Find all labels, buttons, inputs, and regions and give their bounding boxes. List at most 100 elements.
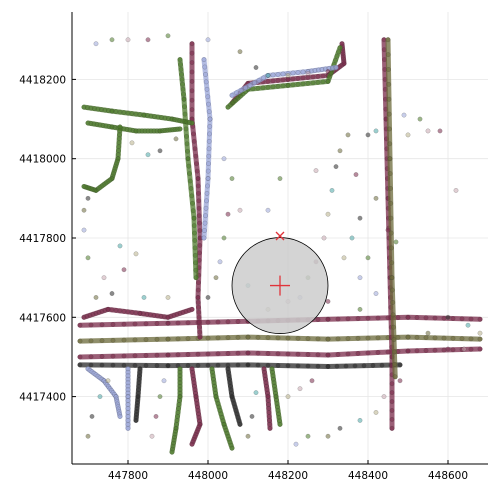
scatter-point [297,386,303,392]
scatter-point [373,195,379,201]
track-point [197,228,203,234]
track-point [137,112,143,118]
track-point [182,111,188,117]
x-tick-label: 448400 [348,470,388,482]
track-point [468,346,474,352]
track-point [468,336,474,342]
track-point [117,413,123,419]
track-point [325,78,331,84]
track-point [175,410,181,415]
scatter-point [397,378,403,384]
scatter-point [437,128,443,134]
track-point [205,319,211,325]
track-point [132,353,138,359]
track-point [121,308,127,314]
track-point [185,156,191,162]
track-point [205,176,211,181]
track-point [265,351,271,356]
track-point [189,78,195,84]
track-point [270,84,276,90]
track-point [315,352,321,358]
track-point [197,329,203,335]
track-point [206,101,211,107]
track-point [225,319,231,325]
track-point [204,198,209,204]
track-point [194,161,199,167]
scatter-point [253,390,259,396]
track-point [109,307,115,313]
track-point [335,316,341,322]
track-point [206,153,212,159]
scatter-point [125,37,131,43]
track-point [245,334,251,340]
track-point [392,361,398,367]
track-point [109,108,115,114]
track-point [176,402,182,407]
track-point [275,83,281,89]
scatter-point [385,227,391,233]
track-point [165,363,171,369]
track-point [121,353,127,359]
track-point [265,84,271,90]
overlay-layer [231,231,329,334]
track-point [280,77,286,83]
track-point [337,45,343,51]
scatter-point [165,33,171,39]
track-point [121,337,127,343]
track-point [295,75,301,81]
track-point [229,92,235,98]
axes [71,12,488,465]
track-point [335,352,341,357]
track-point [180,86,186,92]
track-point [194,168,200,174]
track-point [250,86,256,92]
track-point [88,322,94,328]
scatter-point [249,413,255,419]
track-point [334,53,340,59]
track-layer [77,37,483,455]
scatter-point [105,378,111,384]
scatter-point [157,394,163,400]
track-point [477,346,483,352]
track-point [189,441,195,447]
track-point [315,317,321,322]
track-point [121,321,127,327]
track-point [280,71,286,77]
track-point [177,398,182,404]
scatter-point [229,176,235,181]
track-point [365,335,371,341]
track-point [423,315,429,321]
track-point [113,109,119,115]
track-point [295,363,301,369]
track-point [207,116,213,122]
track-point [333,65,339,70]
track-point [389,416,395,422]
track-point [165,336,171,342]
track-point [405,334,411,340]
track-point [300,75,306,81]
track-point [215,319,221,325]
track-point [184,141,190,147]
scatter-point [205,295,211,300]
track-point [196,319,202,325]
scatter-point [465,322,471,328]
track-point [190,200,195,206]
track-point [389,275,395,281]
track-point [365,350,371,356]
track-point [201,235,207,241]
scatter-point [325,69,331,74]
scatter-point [217,259,223,265]
track-point [204,86,210,92]
track-point [237,421,243,427]
scatter-point [157,148,163,154]
track-point [132,337,138,343]
track-point [143,321,149,327]
track-point [355,335,361,341]
track-point [275,351,281,357]
track-point [178,62,183,67]
track-point [192,146,198,152]
track-point [235,319,241,324]
scatter-point [205,37,211,43]
track-point [361,363,367,369]
track-point [205,351,211,357]
